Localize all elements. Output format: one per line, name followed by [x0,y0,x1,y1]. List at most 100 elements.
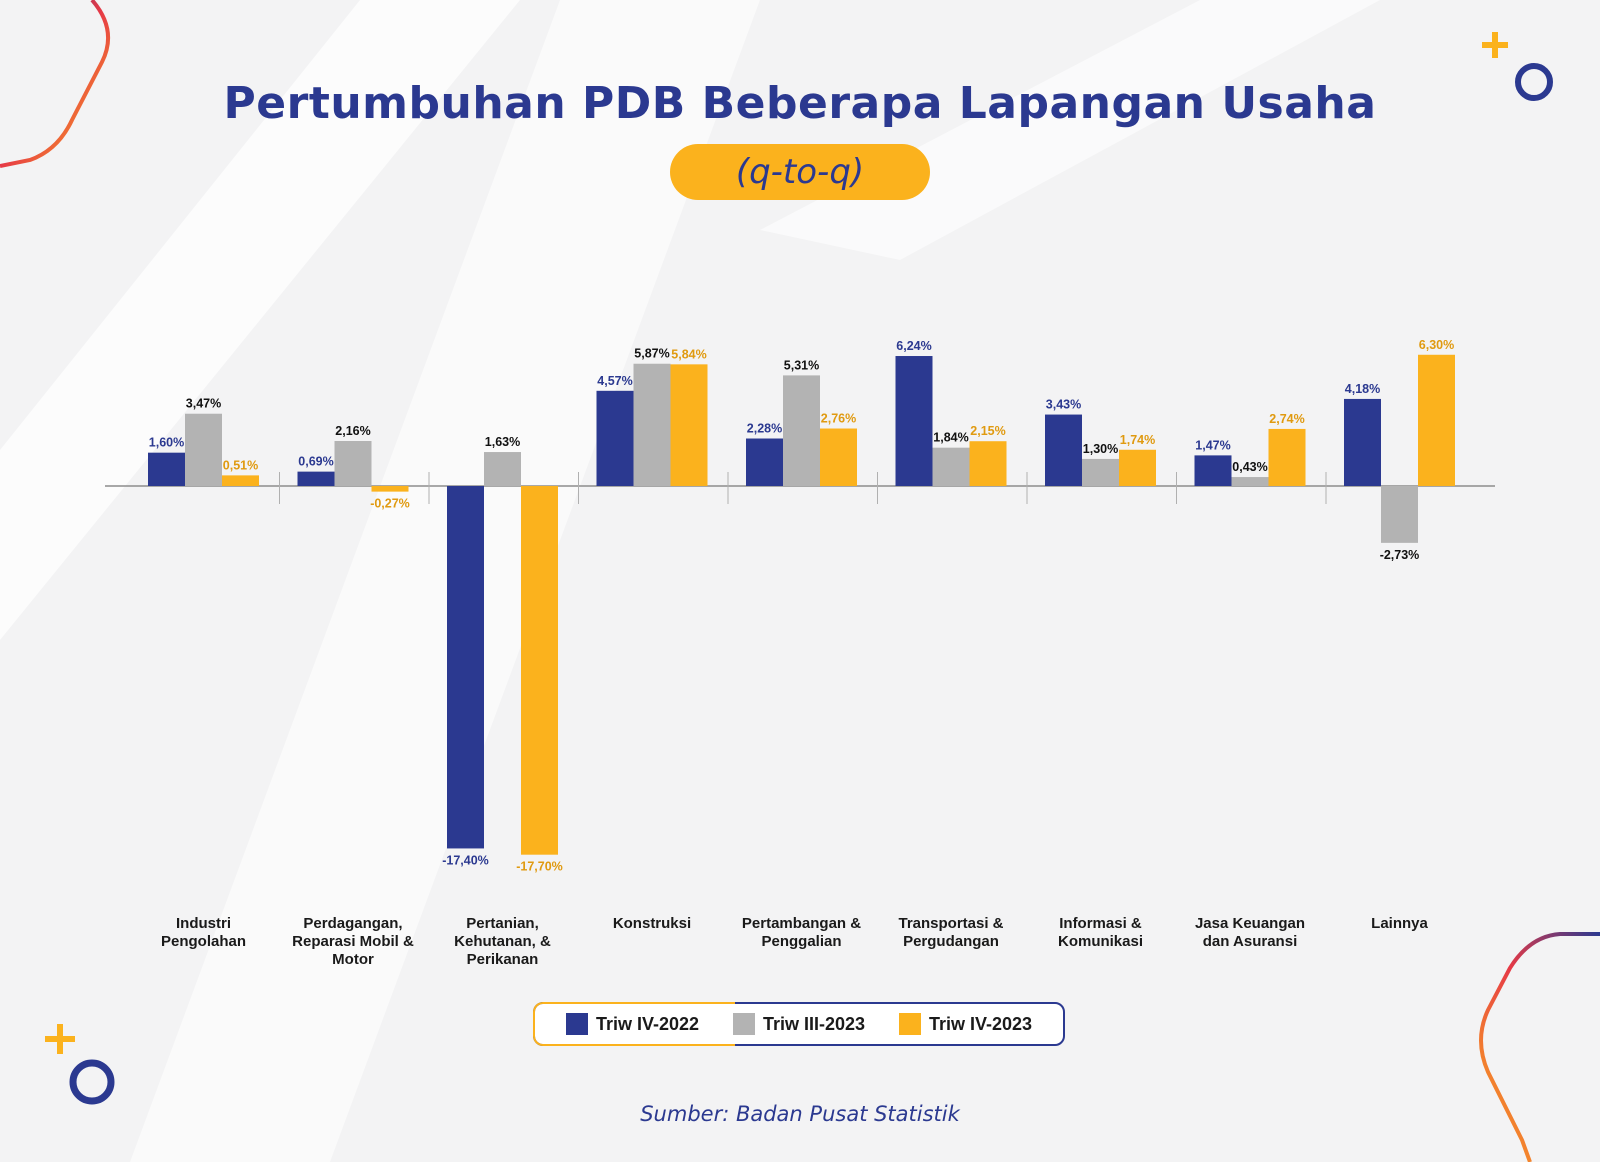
data-label: 2,28% [747,422,782,436]
legend-swatch [898,1013,921,1035]
data-label: 3,47% [186,397,221,411]
plus-icon [1482,32,1508,58]
data-label: 2,15% [970,424,1005,438]
legend-item: Triw IV-2022 [565,1013,700,1035]
bar [222,475,259,486]
subtitle-badge: (q-to-q) [670,144,930,200]
category-label-line: Pergudangan [903,933,999,950]
legend-swatch [565,1013,588,1035]
data-label: 0,51% [223,458,258,472]
bar [596,390,634,486]
data-label: 1,30% [1083,442,1118,456]
category-label-line: Transportasi & [898,915,1004,932]
bar [521,486,558,855]
plus-icon [45,1024,75,1054]
category-label-line: Lainnya [1371,915,1428,932]
category-label-line: Komunikasi [1057,933,1144,950]
bar [1344,398,1381,486]
category-label-line: Pertambangan & [741,915,862,932]
data-label: 1,47% [1195,438,1230,452]
legend-swatch [732,1013,755,1035]
corner-curve-decoration [0,0,110,168]
data-label: 5,84% [671,347,706,361]
legend: Triw IV-2022 Triw III-2023 Triw IV-2023 [533,1002,1065,1046]
category-label-line: Jasa Keuangan [1194,915,1306,932]
bar [371,486,409,492]
category-label-line: Konstruksi [612,915,692,932]
category-label: Transportasi & Pergudangan [876,915,1026,951]
category-label: Lainnya [1325,915,1475,933]
legend-label: Triw III-2023 [762,1013,866,1034]
category-label: Konstruksi [577,915,727,933]
source-note: Sumber: Badan Pusat Statistik [640,1102,960,1126]
data-label: 4,18% [1345,382,1380,396]
data-label: 2,16% [335,424,370,438]
category-label-line: Penggalian [761,933,842,950]
bar [1082,458,1119,486]
data-label: -2,73% [1380,548,1420,562]
data-label: 1,60% [149,436,184,450]
bar [670,364,708,486]
data-label: 2,76% [821,412,856,426]
bar [1268,428,1306,486]
category-label-line: Motor [332,951,374,968]
data-label: -0,27% [370,497,410,511]
background-stripe [0,0,520,640]
bar [895,356,933,486]
bar [185,413,222,486]
category-label-line: dan Asuransi [1202,933,1298,950]
category-label-line: Informasi & [1059,915,1142,932]
bar [297,471,335,486]
bar [1381,486,1418,543]
legend-item: Triw IV-2023 [898,1013,1033,1035]
background-stripe [130,0,760,1162]
bar [484,452,521,486]
data-label: 1,74% [1120,433,1155,447]
bar [820,428,857,486]
bar [334,441,372,486]
corner-curve-decoration [1479,932,1600,1162]
bar [1231,477,1269,486]
data-label: 5,87% [634,347,669,361]
data-label: 6,30% [1419,338,1454,352]
chart-title: Pertumbuhan PDB Beberapa Lapangan Usaha [223,78,1377,129]
data-label: 2,74% [1269,412,1304,426]
bar [1194,455,1232,486]
bar [1045,414,1082,486]
legend-label: Triw IV-2023 [928,1013,1033,1034]
category-label: Pertambangan & Penggalian [727,915,877,951]
category-label-line: Perikanan [466,951,539,968]
data-label: 6,24% [896,339,931,353]
data-label: -17,40% [442,853,489,867]
circle-icon [69,1059,115,1105]
data-label: -17,70% [516,860,563,874]
data-label: 1,84% [933,431,968,445]
category-label-line: Kehutanan, & [454,933,551,950]
data-label: 1,63% [485,435,520,449]
data-label: 4,57% [597,374,632,388]
category-label-line: Pertanian, [466,915,539,932]
bar [932,447,970,486]
chart-subtitle: (q-to-q) [735,152,865,192]
bar [746,438,783,486]
category-label-line: Industri [176,915,231,932]
legend-item: Triw III-2023 [732,1013,866,1035]
bar [633,363,671,486]
circle-icon [1515,63,1553,101]
bar [783,375,820,486]
bar [969,441,1007,486]
category-label-line: Perdagangan, [303,915,403,932]
data-label: 0,43% [1232,460,1267,474]
bar [1418,354,1455,486]
category-label: Informasi & Komunikasi [1026,915,1176,951]
category-label: Pertanian, Kehutanan, & Perikanan [428,915,578,969]
legend-label: Triw IV-2022 [595,1013,700,1034]
data-label: 5,31% [784,358,819,372]
bar [447,486,484,849]
bar [148,452,185,486]
category-label: Jasa Keuangan dan Asuransi [1175,915,1325,951]
category-label: Industri Pengolahan [129,915,279,951]
category-label-line: Pengolahan [160,933,246,950]
